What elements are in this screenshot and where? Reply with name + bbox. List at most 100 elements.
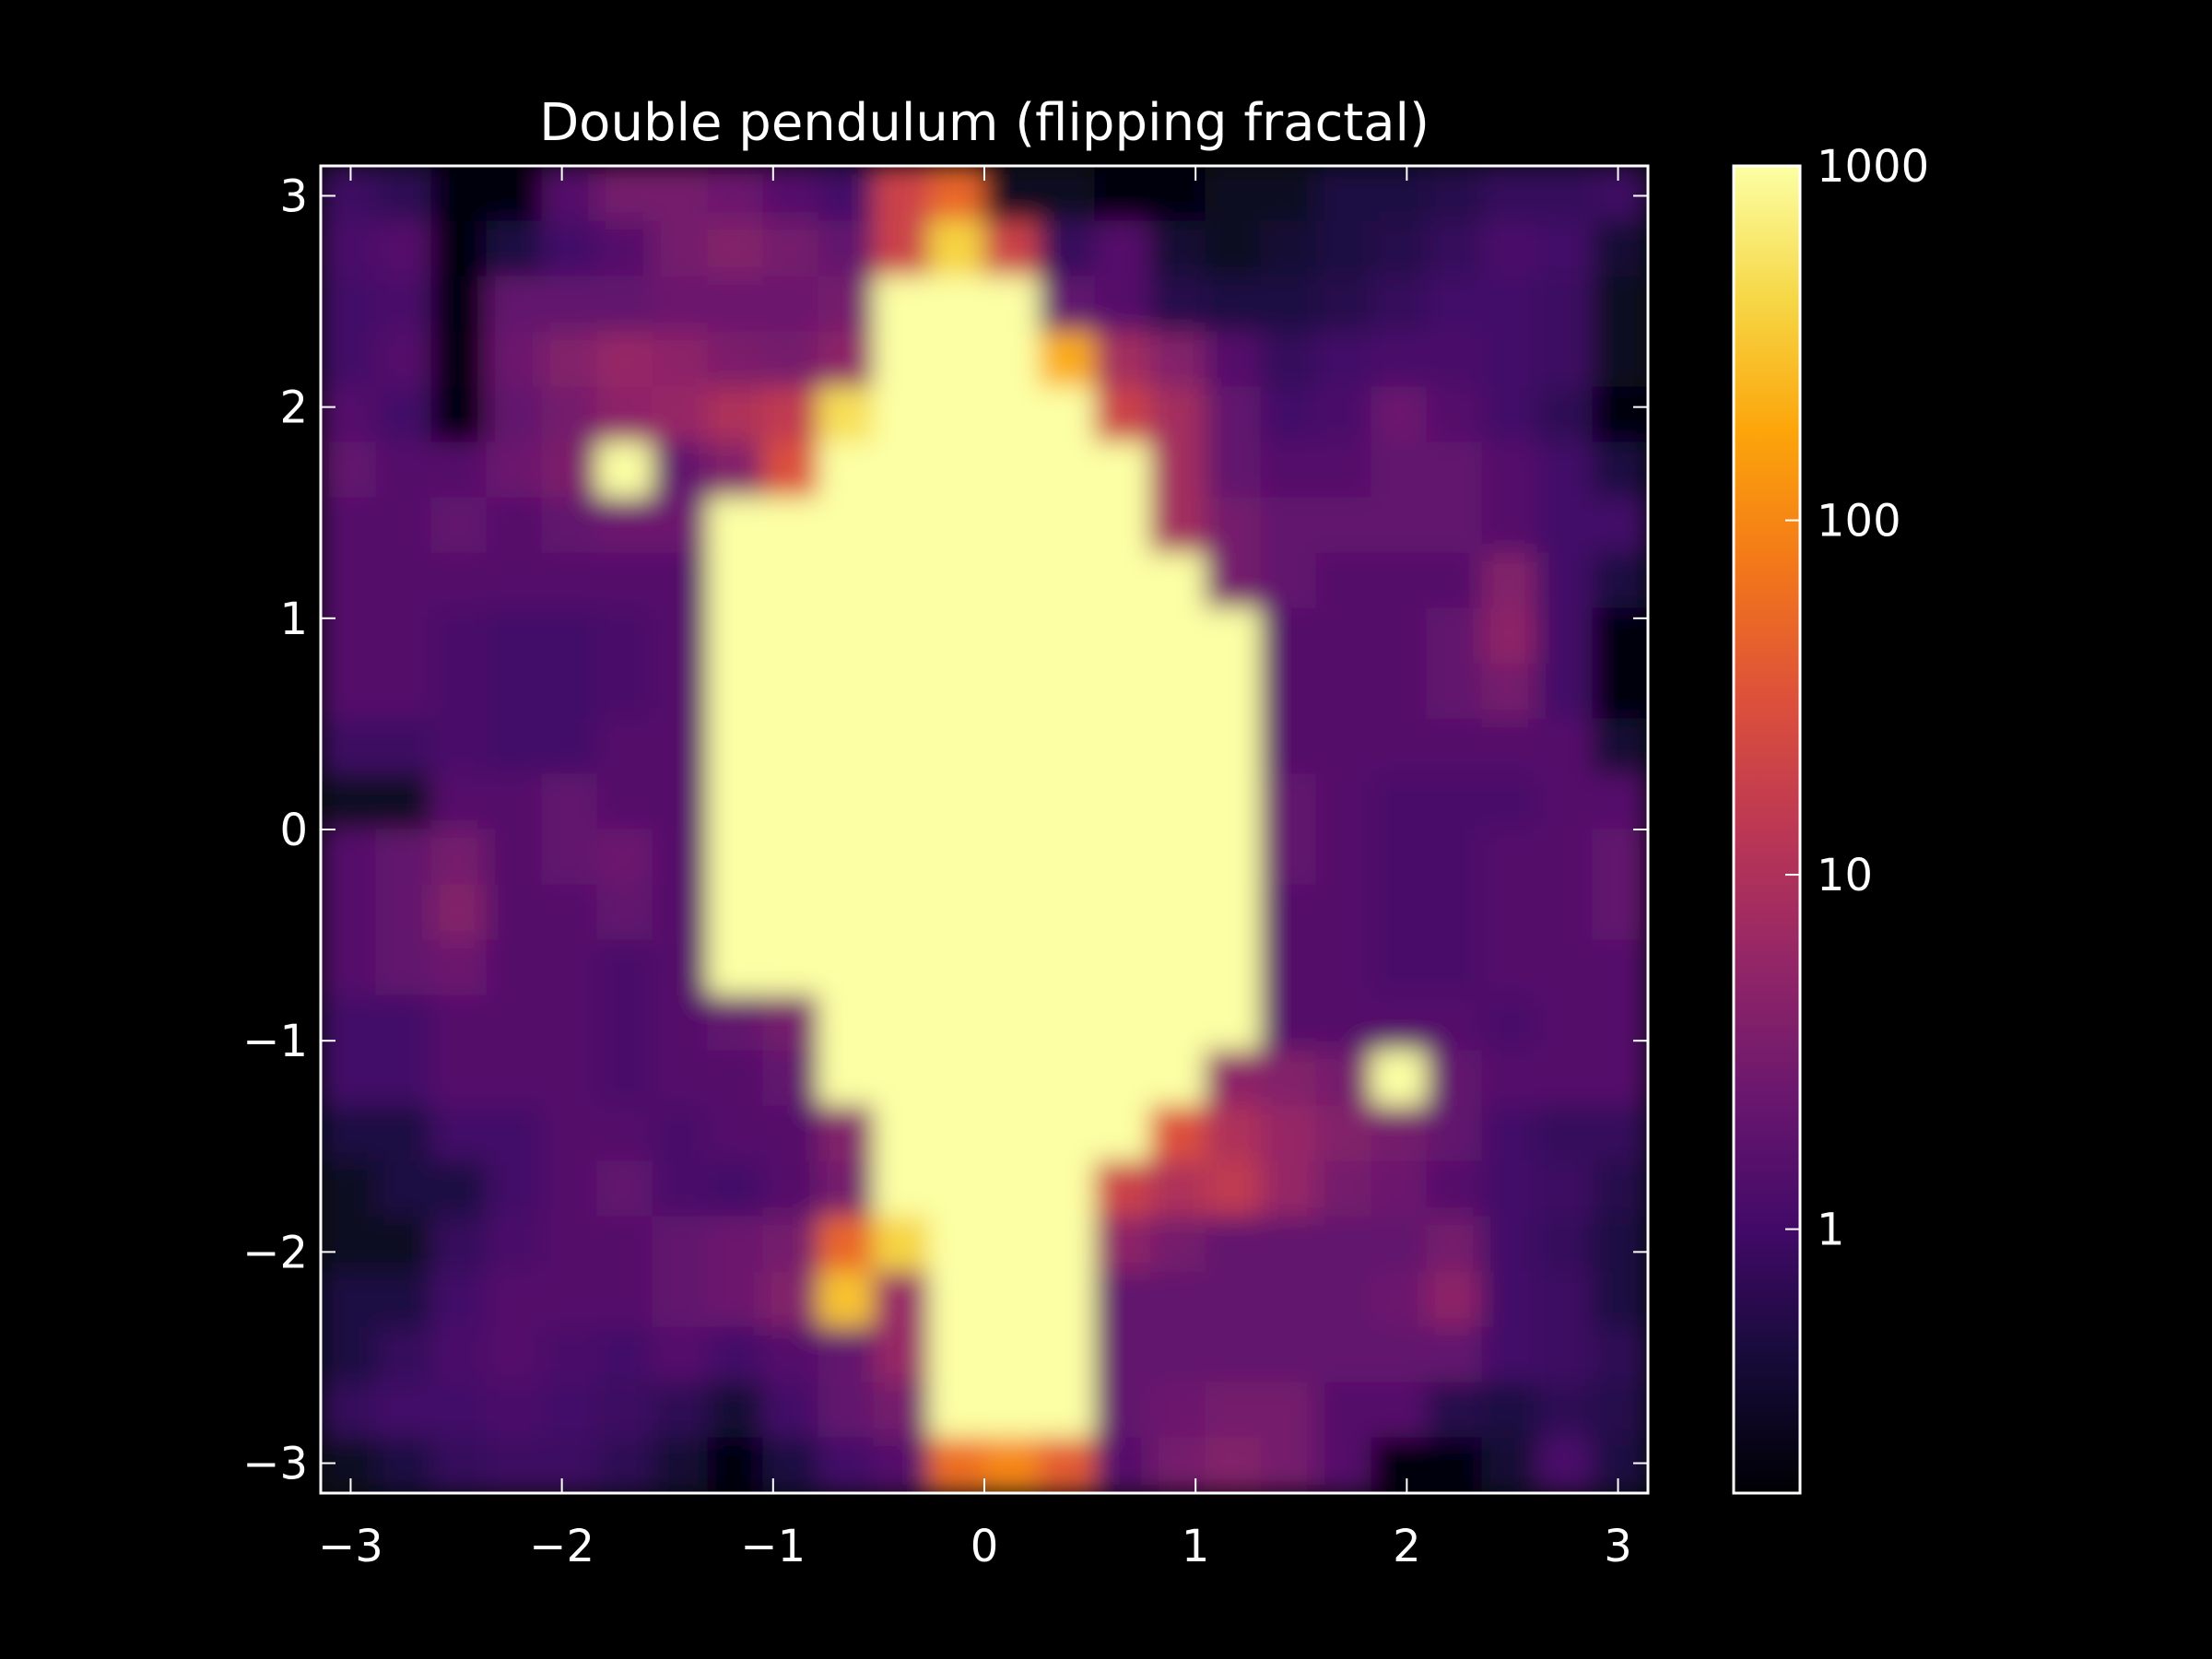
heatmap-cell [1426, 1050, 1483, 1107]
heatmap-cell [928, 773, 985, 830]
heatmap-cell [762, 166, 819, 222]
heatmap-cell [1260, 1216, 1317, 1273]
heatmap-cell [1536, 552, 1594, 609]
heatmap-cell [1260, 939, 1317, 996]
heatmap-cell [1149, 773, 1206, 830]
heatmap-cell [1592, 276, 1648, 333]
heatmap-cell [1094, 276, 1151, 333]
heatmap-cell [486, 939, 543, 996]
heatmap-cell [707, 773, 764, 830]
heatmap-cell [486, 884, 543, 941]
heatmap-cell [652, 884, 709, 941]
heatmap-cell [818, 331, 875, 388]
heatmap-cell [486, 607, 543, 665]
heatmap-cell [762, 884, 819, 941]
heatmap-cell [596, 663, 653, 720]
heatmap-cell [1205, 1271, 1262, 1328]
heatmap-cell [1536, 1160, 1594, 1218]
colorbar-tick-label: 100 [1817, 496, 1901, 547]
heatmap-cell [541, 220, 598, 277]
heatmap-cell [375, 1326, 432, 1383]
heatmap-cell [1481, 276, 1538, 333]
heatmap-cell [1536, 939, 1594, 996]
heatmap-cell [321, 497, 377, 554]
heatmap-cell [983, 220, 1041, 277]
heatmap-cell [928, 663, 985, 720]
heatmap-cell [486, 1382, 543, 1439]
heatmap-cell [1536, 331, 1594, 388]
heatmap-cell [1039, 1382, 1096, 1439]
heatmap-cell [1039, 663, 1096, 720]
heatmap-cell [818, 552, 875, 609]
heatmap-cell [983, 607, 1041, 665]
heatmap-cell [1481, 386, 1538, 443]
heatmap-cell [1039, 441, 1096, 499]
heatmap-cell [1094, 1216, 1151, 1273]
heatmap-cell [1371, 1271, 1428, 1328]
heatmap-cell [652, 1437, 709, 1493]
heatmap-cell [818, 276, 875, 333]
heatmap-cell [1039, 939, 1096, 996]
heatmap-cell [1592, 1271, 1648, 1328]
heatmap-cell [1481, 884, 1538, 941]
heatmap-cell [375, 718, 432, 775]
heatmap-cell [1260, 386, 1317, 443]
heatmap-cell [762, 607, 819, 665]
heatmap-cell [430, 276, 488, 333]
heatmap-cell [818, 1271, 875, 1328]
heatmap-cell [375, 497, 432, 554]
heatmap-cell [1205, 276, 1262, 333]
heatmap-cell [1149, 497, 1206, 554]
heatmap-cell [873, 220, 930, 277]
heatmap-cell [818, 663, 875, 720]
colorbar [1732, 164, 1802, 1495]
heatmap-cell [375, 552, 432, 609]
heatmap-cell [541, 939, 598, 996]
heatmap-cell [1039, 884, 1096, 941]
heatmap-cell [1592, 441, 1648, 499]
heatmap-cell [1592, 166, 1648, 222]
heatmap-cell [1592, 1050, 1648, 1107]
heatmap-cell [596, 829, 653, 886]
heatmap-cell [1426, 1437, 1483, 1493]
heatmap-cell [1039, 829, 1096, 886]
heatmap-cell [652, 1271, 709, 1328]
heatmap-cell [983, 497, 1041, 554]
heatmap-cell [1260, 773, 1317, 830]
heatmap-cell [928, 1382, 985, 1439]
heatmap-cell [321, 1437, 377, 1493]
heatmap-cell [375, 829, 432, 886]
heatmap-cell [1371, 1050, 1428, 1107]
heatmap-cell [1481, 1382, 1538, 1439]
heatmap-cell [707, 497, 764, 554]
heatmap-cell [1039, 166, 1096, 222]
heatmap-cell [1536, 607, 1594, 665]
heatmap-cell [1371, 773, 1428, 830]
heatmap-cell [873, 1216, 930, 1273]
heatmap-cell [1592, 939, 1648, 996]
heatmap-cell [928, 331, 985, 388]
heatmap-cell [486, 441, 543, 499]
heatmap-cell [596, 331, 653, 388]
heatmap-cell [596, 1437, 653, 1493]
heatmap-cell [321, 939, 377, 996]
heatmap-cell [1481, 663, 1538, 720]
heatmap-cell [1094, 718, 1151, 775]
heatmap-cell [1039, 276, 1096, 333]
heatmap-cell [928, 1105, 985, 1162]
heatmap-cell [707, 1271, 764, 1328]
heatmap-cell [928, 441, 985, 499]
heatmap-cell [1260, 663, 1317, 720]
heatmap-cell [873, 884, 930, 941]
heatmap-cell [596, 718, 653, 775]
heatmap-cell [983, 1160, 1041, 1218]
heatmap-cell [1260, 1437, 1317, 1493]
heatmap-cell [873, 773, 930, 830]
heatmap-cell [652, 331, 709, 388]
heatmap-cell [818, 829, 875, 886]
heatmap-cell [1260, 994, 1317, 1052]
heatmap-cell [1205, 552, 1262, 609]
heatmap-cell [1260, 331, 1317, 388]
heatmap-cell [1315, 166, 1372, 222]
heatmap-cell [1149, 220, 1206, 277]
